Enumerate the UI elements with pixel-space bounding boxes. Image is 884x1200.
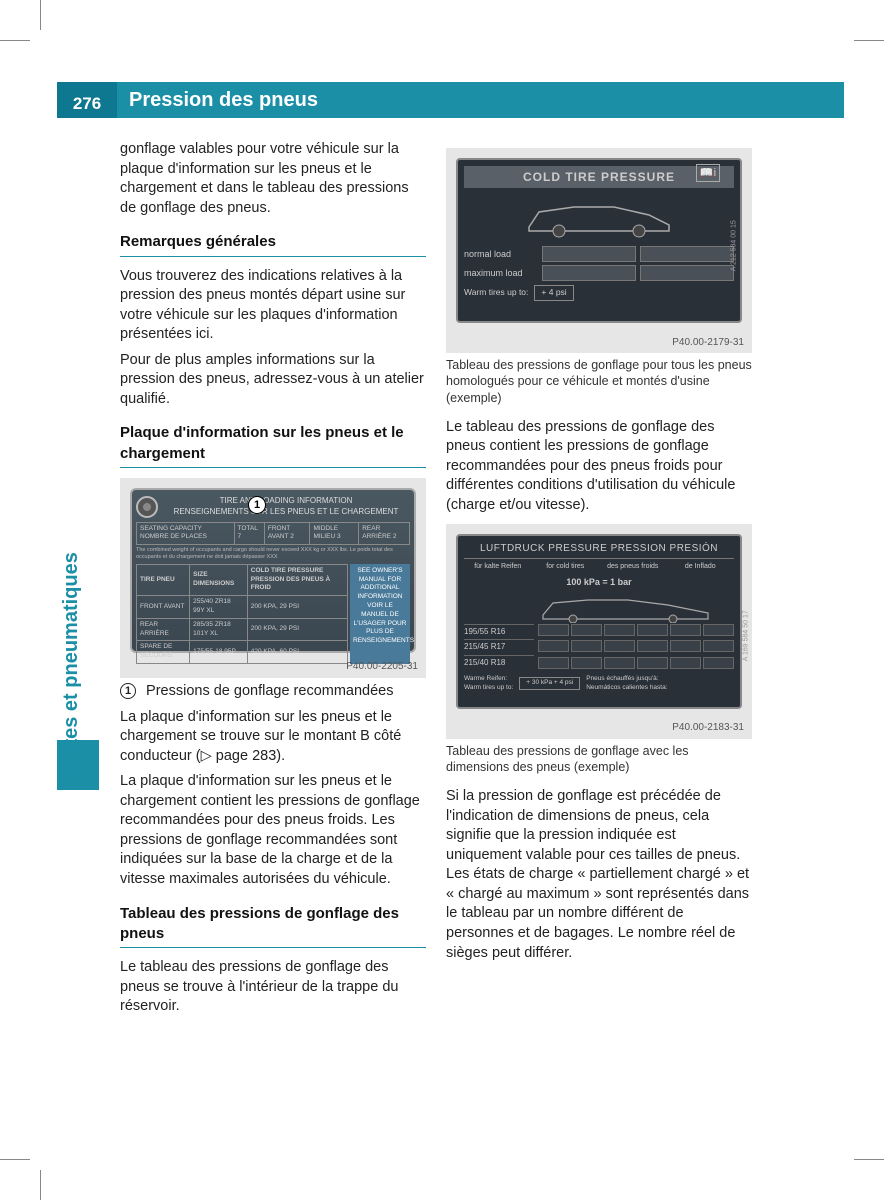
figure-cold-pressure: COLD TIRE PRESSURE 📖i normal load maximu… [446, 148, 752, 353]
warm-label: Neumáticos calientes hasta: [586, 684, 667, 693]
wheel-icon [136, 496, 158, 518]
luft-sub: des pneus froids [599, 562, 667, 571]
normal-load-label: normal load [464, 248, 538, 260]
seating-label: SEATING CAPACITY NOMBRE DE PLACES [137, 522, 235, 545]
page-number: 276 [57, 82, 117, 118]
placard-side-code: A 212 584 00 15 [729, 220, 738, 271]
cell: SPARE DE SECOURS [137, 641, 190, 664]
cell: 200 KPA, 29 PSI [247, 618, 347, 641]
warm-value-box: + 30 kPa + 4 psi [519, 677, 580, 690]
warm-tires-value: + 4 psi [534, 285, 573, 300]
left-column: gonflage valables pour votre véhicule su… [120, 140, 426, 1023]
pressure-cell [542, 246, 636, 262]
callout-line: 1 Pressions de gonflage recommandées [120, 682, 426, 702]
heading-tableau: Tableau des pressions de gonflage des pn… [120, 904, 426, 949]
owners-manual-box: SEE OWNER'S MANUAL FOR ADDITIONAL INFORM… [350, 564, 410, 664]
figure-code: P40.00-2183-31 [672, 721, 744, 735]
placard-title1: TIRE AND LOADING INFORMATION [162, 496, 410, 507]
warm-label: Warm tires up to: [464, 684, 513, 693]
luft-sub: für kalte Reifen [464, 562, 532, 571]
callout-number-icon: 1 [120, 683, 136, 699]
seating-total: TOTAL 7 [234, 522, 264, 545]
max-load-label: maximum load [464, 267, 538, 279]
right-column: COLD TIRE PRESSURE 📖i normal load maximu… [446, 140, 752, 1023]
cell: 420 KPA, 60 PSI [247, 641, 347, 664]
car-silhouette-icon [538, 594, 734, 624]
heading-remarques: Remarques générales [120, 232, 426, 256]
figure-code: P40.00-2205-31 [346, 660, 418, 674]
tire-size: 195/55 R16 [464, 624, 534, 640]
manual-icon: 📖i [696, 164, 720, 182]
callout-text: Pressions de gonflage recommandées [146, 683, 393, 699]
warm-label: Warme Reifen: [464, 675, 513, 684]
paragraph: Le tableau des pressions de gonflage des… [120, 958, 426, 1017]
tire-size: 215/40 R18 [464, 655, 534, 671]
placard-title2: RENSEIGNEMENTS SUR LES PNEUS ET LE CHARG… [162, 507, 410, 518]
weight-note: The combined weight of occupants and car… [136, 545, 410, 564]
tire-size: 215/45 R17 [464, 639, 534, 655]
heading-plaque-info: Plaque d'information sur les pneus et le… [120, 423, 426, 468]
paragraph: Vous trouverez des indications relatives… [120, 267, 426, 345]
warm-label: Pneus échauffés jusqu'à: [586, 675, 667, 684]
paragraph: La plaque d'information sur les pneus et… [120, 772, 426, 889]
paragraph: Pour de plus amples informations sur la … [120, 351, 426, 410]
pressure-grid [538, 624, 734, 671]
figure-luftdruck: LUFTDRUCK PRESSURE PRESSION PRESIÓN für … [446, 524, 752, 739]
intro-paragraph: gonflage valables pour votre véhicule su… [120, 140, 426, 218]
cell: 255/40 ZR18 99Y XL [190, 596, 248, 619]
pressure-cell [542, 265, 636, 281]
cell: FRONT AVANT [137, 596, 190, 619]
luft-sub: for cold tires [532, 562, 600, 571]
callout-badge-1: 1 [248, 496, 266, 514]
cell: REAR ARRIÈRE [137, 618, 190, 641]
luft-sub: de Inflado [667, 562, 735, 571]
paragraph: Si la pression de gonflage est précédée … [446, 787, 752, 963]
figure-code: P40.00-2179-31 [672, 336, 744, 350]
paragraph: La plaque d'information sur les pneus et… [120, 708, 426, 767]
cell: 285/35 ZR18 101Y XL [190, 618, 248, 641]
placard-side-code: A 169 584 50 17 [741, 610, 750, 661]
figure-caption: Tableau des pressions de gonflage avec l… [446, 743, 752, 776]
luft-header: LUFTDRUCK PRESSURE PRESSION PRESIÓN [464, 542, 734, 560]
col-tire: TIRE PNEU [137, 564, 190, 595]
figure-caption: Tableau des pressions de gonflage pour t… [446, 357, 752, 406]
cold-pressure-title: COLD TIRE PRESSURE [464, 166, 734, 188]
page-header: 276 Pression des pneus [57, 82, 844, 118]
seating-middle: MIDDLE MILIEU 3 [310, 522, 359, 545]
cell: 175/55-18 95P [190, 641, 248, 664]
seating-front: FRONT AVANT 2 [264, 522, 310, 545]
pressure-cell [640, 265, 734, 281]
seating-rear: REAR ARRIÈRE 2 [359, 522, 410, 545]
luft-kpa: 100 kPa = 1 bar [464, 576, 734, 588]
header-title: Pression des pneus [117, 89, 318, 112]
warm-tires-label: Warm tires up to: [464, 287, 528, 298]
side-tab-label: Jantes et pneumatiques [60, 552, 83, 780]
figure-tire-placard: TIRE AND LOADING INFORMATION RENSEIGNEME… [120, 478, 426, 678]
col-pressure: COLD TIRE PRESSURE PRESSION DES PNEUS À … [247, 564, 347, 595]
col-size: SIZE DIMENSIONS [190, 564, 248, 595]
cell: 200 KPA, 29 PSI [247, 596, 347, 619]
paragraph: Le tableau des pressions de gonflage des… [446, 418, 752, 516]
pressure-cell [640, 246, 734, 262]
car-silhouette-icon [464, 194, 734, 242]
